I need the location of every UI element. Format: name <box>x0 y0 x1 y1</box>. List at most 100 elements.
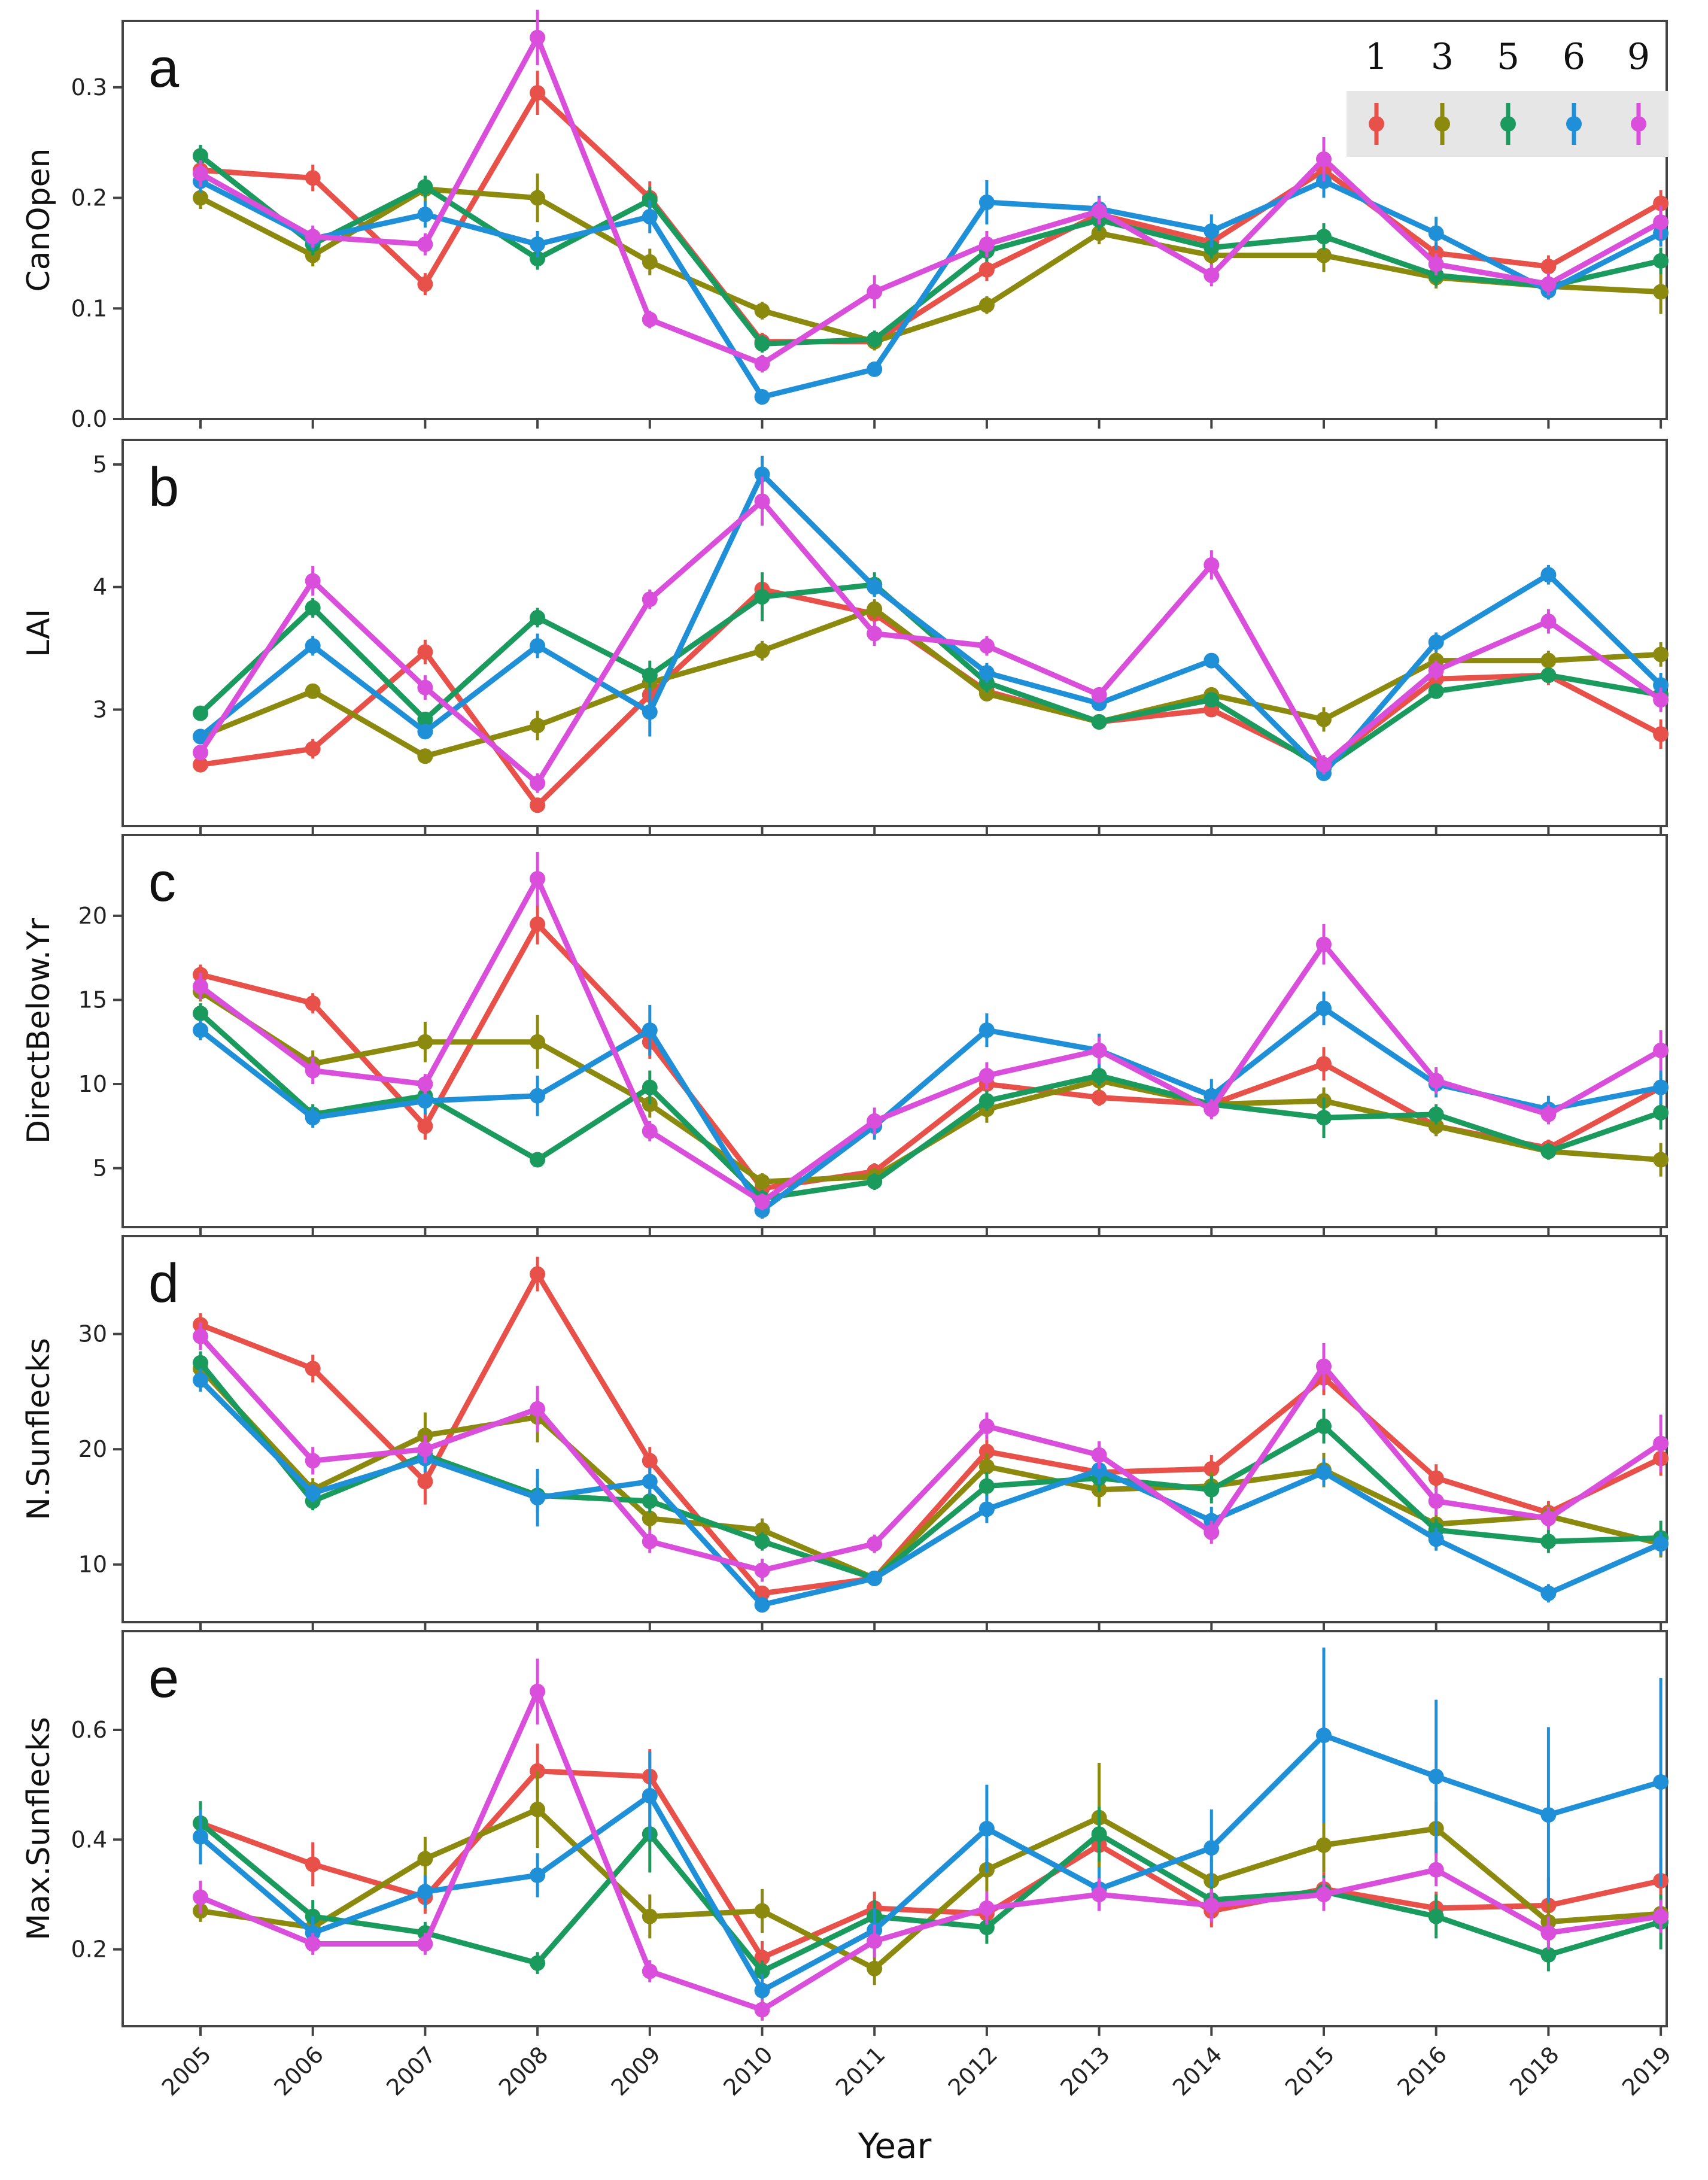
data-point <box>530 251 546 267</box>
data-point <box>530 775 546 791</box>
data-point <box>417 1936 433 1952</box>
series-9 <box>193 1322 1669 1582</box>
panel-letter: a <box>148 38 180 99</box>
panel-a: 0.0 0.1 0.2 0.3 CanOpen a <box>21 10 1669 432</box>
data-point <box>1203 692 1220 708</box>
data-point <box>1316 1056 1332 1072</box>
data-point <box>1653 284 1669 300</box>
data-point <box>754 466 770 482</box>
data-point <box>1091 1089 1107 1106</box>
data-point <box>193 1372 208 1388</box>
data-point <box>1428 1106 1444 1122</box>
panel-d: 10 20 30 N.Sunflecks d <box>21 1235 1669 1632</box>
data-point <box>1540 652 1557 669</box>
y-tick-label: 5 <box>93 451 107 478</box>
panel-letter: b <box>148 457 179 518</box>
data-point <box>978 1022 995 1039</box>
data-point <box>305 683 321 699</box>
data-point <box>530 916 546 932</box>
data-point <box>1316 1464 1332 1480</box>
data-point <box>978 1418 995 1434</box>
data-point <box>978 1900 995 1916</box>
data-point <box>530 1683 546 1699</box>
data-point <box>1428 1531 1444 1547</box>
data-point <box>1316 757 1332 773</box>
data-point <box>417 724 433 740</box>
data-point <box>1540 1807 1557 1823</box>
series-6 <box>193 1368 1669 1613</box>
x-tick-label: 2015 <box>1280 2041 1340 2101</box>
data-point <box>1540 1106 1557 1122</box>
data-point <box>754 1522 770 1538</box>
data-point <box>417 276 433 292</box>
panel-letter: d <box>148 1253 179 1314</box>
data-point <box>1540 1534 1557 1550</box>
data-point <box>1540 276 1557 292</box>
data-point <box>754 1562 770 1578</box>
data-point <box>1316 1418 1332 1434</box>
data-point <box>305 1856 321 1872</box>
data-point <box>754 2002 770 2018</box>
data-point <box>417 1441 433 1458</box>
data-point <box>754 589 770 605</box>
data-point <box>1091 225 1107 241</box>
data-point <box>1540 1947 1557 1963</box>
data-point <box>1428 1470 1444 1486</box>
y-tick-label: 0.2 <box>71 1936 107 1963</box>
series-9 <box>193 10 1669 373</box>
data-point <box>1091 1887 1107 1902</box>
panel-frame <box>121 1630 1668 2027</box>
data-point <box>305 638 321 654</box>
data-point <box>417 679 433 696</box>
data-point <box>867 601 883 617</box>
data-point <box>305 1485 321 1501</box>
series-line <box>197 1377 1664 1608</box>
data-point <box>1203 223 1220 239</box>
data-point <box>417 1093 433 1109</box>
x-tick-label: 2014 <box>1168 2041 1227 2101</box>
data-point <box>1316 1110 1332 1126</box>
data-point <box>642 1079 658 1095</box>
data-point <box>305 229 321 245</box>
data-point <box>1203 1481 1220 1498</box>
data-point <box>867 626 883 642</box>
data-point <box>417 748 433 764</box>
x-tick-label: 2010 <box>718 2041 778 2101</box>
data-point <box>1316 247 1332 263</box>
data-point <box>530 1867 546 1883</box>
data-point <box>642 254 658 270</box>
data-point <box>754 1174 770 1190</box>
data-point <box>530 797 546 813</box>
data-point <box>1653 253 1669 269</box>
x-tick-label: 2006 <box>269 2041 329 2101</box>
series-line <box>197 876 1664 1205</box>
data-point <box>1316 936 1332 952</box>
data-point <box>1203 557 1220 573</box>
y-axis-label: N.Sunflecks <box>21 1338 57 1520</box>
series-line <box>197 35 1664 367</box>
data-point <box>978 1093 995 1109</box>
data-point <box>978 638 995 654</box>
data-point <box>642 1534 658 1550</box>
data-point <box>754 1982 770 1999</box>
data-point <box>1540 1143 1557 1159</box>
y-tick-label: 30 <box>78 1321 107 1347</box>
x-tick-label: 2013 <box>1055 2041 1115 2101</box>
data-point <box>754 336 770 352</box>
data-point <box>1540 667 1557 684</box>
data-point <box>754 493 770 509</box>
data-point <box>193 745 208 761</box>
y-tick-label: 5 <box>93 1155 107 1182</box>
data-point <box>978 1459 995 1475</box>
y-tick-label: 10 <box>78 1071 107 1097</box>
panel-letter: c <box>148 852 176 913</box>
data-point <box>305 1361 321 1377</box>
data-point <box>642 1908 658 1924</box>
data-point <box>1316 229 1332 245</box>
x-tick-label: 2012 <box>943 2041 1003 2101</box>
data-point <box>1203 1101 1220 1118</box>
y-tick-label: 0.2 <box>71 185 107 211</box>
data-point <box>642 1474 658 1490</box>
data-point <box>1428 1118 1444 1134</box>
data-point <box>193 1022 208 1039</box>
